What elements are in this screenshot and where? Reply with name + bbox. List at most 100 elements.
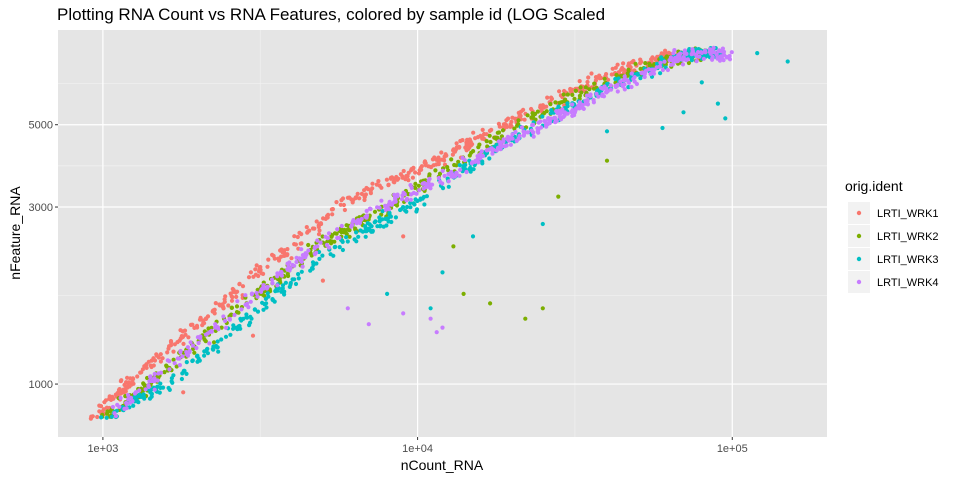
data-point <box>202 353 207 358</box>
data-point <box>458 167 463 172</box>
data-point <box>184 360 189 365</box>
data-point <box>563 97 568 102</box>
data-point <box>372 209 378 214</box>
data-point <box>359 216 364 222</box>
outlier-point <box>488 301 493 306</box>
outlier-point <box>345 306 350 311</box>
data-point <box>296 276 301 281</box>
data-point <box>464 169 469 175</box>
y-tick-label: 1000 <box>29 379 53 391</box>
data-point <box>536 130 541 135</box>
data-point <box>213 301 218 306</box>
data-point <box>219 337 224 342</box>
data-point <box>151 379 156 384</box>
data-point <box>118 379 123 384</box>
data-point <box>338 202 343 207</box>
data-point <box>620 82 625 88</box>
data-point <box>296 272 301 277</box>
data-point <box>105 409 110 414</box>
data-point <box>146 359 151 364</box>
x-axis-ticks: 1e+03 1e+04 1e+05 <box>87 437 748 455</box>
data-point <box>326 231 332 236</box>
outlier-point <box>681 110 686 115</box>
data-point <box>209 329 214 334</box>
data-point <box>231 323 236 328</box>
data-point <box>187 348 192 353</box>
data-point <box>538 119 543 124</box>
data-point <box>139 370 144 375</box>
data-point <box>158 381 163 386</box>
data-point <box>416 171 422 176</box>
data-point <box>320 253 325 258</box>
data-point <box>149 391 154 396</box>
data-point <box>426 184 431 189</box>
data-point <box>265 264 270 269</box>
data-point <box>440 186 446 191</box>
data-point <box>643 61 648 66</box>
data-point <box>548 102 553 107</box>
data-point <box>569 109 574 115</box>
data-point <box>458 138 463 144</box>
data-point <box>306 248 311 253</box>
data-point <box>457 145 462 150</box>
data-point <box>665 67 671 73</box>
data-point <box>387 210 392 215</box>
data-point <box>391 179 396 184</box>
data-point <box>517 133 522 138</box>
data-point <box>182 368 187 373</box>
data-point <box>270 297 275 302</box>
data-point <box>339 223 344 229</box>
data-point <box>587 87 592 92</box>
data-point <box>335 235 340 241</box>
data-point <box>167 367 172 372</box>
data-point <box>249 291 255 296</box>
data-point <box>496 130 502 135</box>
data-point <box>362 188 367 193</box>
data-point <box>632 75 637 80</box>
data-point <box>554 118 559 123</box>
data-point <box>454 141 459 146</box>
data-point <box>264 305 269 310</box>
data-point <box>627 64 632 69</box>
data-point <box>508 142 513 147</box>
data-point <box>235 289 240 294</box>
data-point <box>90 414 95 419</box>
data-point <box>349 223 355 228</box>
data-point <box>223 294 228 299</box>
data-point <box>487 128 492 133</box>
data-point <box>570 92 575 97</box>
data-point <box>125 375 130 380</box>
data-point <box>391 200 397 205</box>
data-point <box>437 171 443 176</box>
data-point <box>245 315 250 320</box>
data-point <box>508 124 513 129</box>
data-point <box>186 335 191 340</box>
data-point <box>304 225 309 230</box>
outlier-point <box>451 244 456 249</box>
data-point <box>589 71 594 76</box>
data-point <box>403 208 408 213</box>
data-point <box>393 215 398 220</box>
data-point <box>634 81 640 87</box>
data-point <box>404 196 409 201</box>
outlier-point <box>461 291 466 296</box>
legend-swatch <box>856 279 862 285</box>
data-point <box>340 247 345 253</box>
data-point <box>279 247 284 252</box>
data-point <box>112 411 117 416</box>
data-point <box>337 245 342 250</box>
data-point <box>316 232 322 237</box>
data-point <box>680 62 686 67</box>
outlier-point <box>401 234 406 239</box>
data-point <box>219 325 224 330</box>
data-point <box>588 92 593 97</box>
data-point <box>399 197 405 202</box>
data-point <box>608 83 613 88</box>
data-point <box>299 247 304 252</box>
data-point <box>402 192 407 197</box>
chart-title: Plotting RNA Count vs RNA Features, colo… <box>57 5 605 24</box>
data-point <box>392 195 398 200</box>
legend-swatch <box>856 210 862 216</box>
data-point <box>102 400 107 405</box>
data-point <box>135 374 140 379</box>
